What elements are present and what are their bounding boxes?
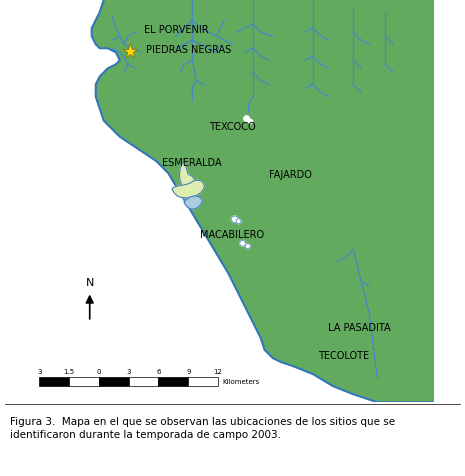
Text: 12: 12 (213, 369, 222, 375)
Bar (188, 377, 218, 386)
Polygon shape (172, 180, 204, 198)
Text: 3: 3 (126, 369, 131, 375)
Text: MACABILERO: MACABILERO (200, 230, 265, 240)
Text: 9: 9 (186, 369, 191, 375)
Text: TECOLOTE: TECOLOTE (318, 351, 369, 361)
Text: EL PORVENIR: EL PORVENIR (144, 25, 209, 35)
Polygon shape (184, 196, 202, 209)
Text: Figura 3.  Mapa en el que se observan las ubicaciones de los sitios que se
ident: Figura 3. Mapa en el que se observan las… (10, 417, 395, 440)
Bar (159, 377, 188, 386)
Text: TEXCOCO: TEXCOCO (209, 122, 256, 132)
Circle shape (231, 216, 238, 222)
Circle shape (236, 219, 241, 224)
Text: LA PASADITA: LA PASADITA (328, 323, 391, 333)
Polygon shape (92, 0, 433, 402)
Text: 6: 6 (156, 369, 161, 375)
Text: N: N (86, 278, 94, 288)
Circle shape (240, 240, 246, 246)
Bar (40, 377, 69, 386)
Bar (69, 377, 99, 386)
Circle shape (249, 119, 252, 123)
Text: FAJARDO: FAJARDO (269, 170, 312, 180)
Text: 1.5: 1.5 (64, 369, 75, 375)
Bar (99, 377, 129, 386)
Text: ESMERALDA: ESMERALDA (162, 158, 222, 168)
Text: PIEDRAS NEGRAS: PIEDRAS NEGRAS (146, 45, 231, 55)
Circle shape (244, 116, 249, 121)
Text: 3: 3 (37, 369, 42, 375)
Text: Kilometers: Kilometers (222, 379, 259, 385)
Circle shape (246, 244, 250, 248)
Polygon shape (179, 162, 194, 189)
Bar (129, 377, 159, 386)
Text: 0: 0 (97, 369, 101, 375)
